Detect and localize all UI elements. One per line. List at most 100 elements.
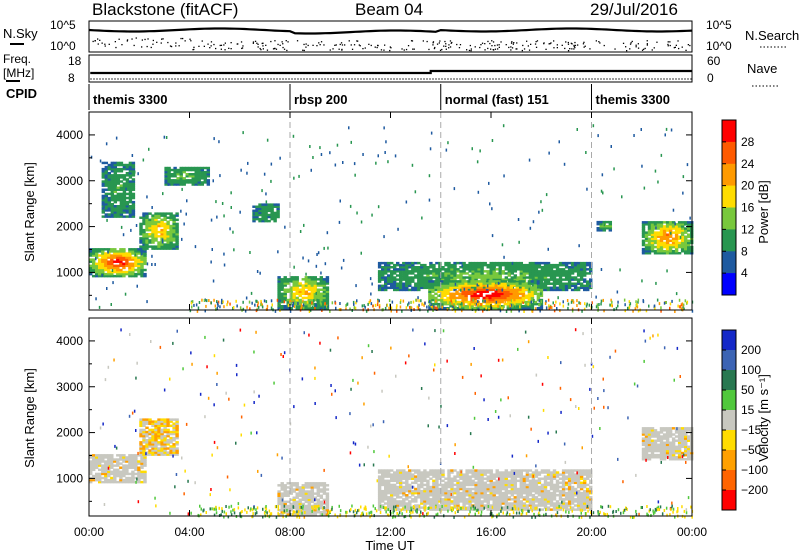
scatter-cell [429, 508, 433, 511]
scatter-cell [507, 272, 512, 275]
noise-cell [270, 162, 273, 166]
scatter-cell [543, 286, 548, 290]
scatter-cell [438, 272, 442, 275]
noise-cell [437, 305, 440, 309]
scatter-cell [453, 479, 457, 483]
power-ylabel: Slant Range [km] [22, 162, 37, 262]
scatter-cell [298, 511, 302, 514]
scatter-cell [137, 250, 141, 253]
noise-cell [476, 283, 478, 287]
scatter-cell [172, 245, 176, 248]
scatter-cell [377, 471, 382, 474]
scatter-cell [101, 260, 105, 263]
scatter-cell [319, 482, 324, 485]
scatter-cell [423, 473, 427, 476]
scatter-cell [543, 282, 548, 285]
nsearch-point [448, 47, 450, 49]
scatter-cell [110, 178, 115, 181]
scatter-cell [145, 420, 149, 423]
scatter-cell [662, 250, 667, 253]
scatter-cell [163, 228, 167, 232]
scatter-cell [304, 282, 309, 285]
scatter-cell [137, 262, 141, 266]
scatter-cell [462, 477, 466, 480]
scatter-cell [408, 280, 412, 283]
scatter-cell [573, 288, 578, 292]
scatter-cell [113, 196, 118, 200]
noise-cell [415, 298, 417, 302]
scatter-cell [289, 307, 293, 310]
scatter-cell [537, 266, 542, 269]
scatter-cell [185, 175, 189, 178]
noise-cell [522, 301, 524, 304]
scatter-cell [113, 470, 117, 474]
scatter-cell [387, 489, 391, 493]
scatter-cell [139, 241, 143, 244]
scatter-cell [119, 211, 124, 214]
scatter-cell [680, 225, 685, 228]
scatter-cell [687, 247, 691, 251]
scatter-cell [310, 488, 315, 491]
scatter-cell [110, 476, 114, 480]
scatter-cell [402, 270, 406, 273]
noise-cell [364, 305, 366, 309]
scatter-cell [426, 502, 430, 505]
scatter-cell [107, 256, 111, 259]
scatter-cell [182, 181, 186, 184]
scatter-cell [405, 266, 409, 269]
scatter-cell [325, 288, 330, 291]
scatter-cell [113, 167, 118, 171]
scatter-cell [488, 280, 492, 283]
scatter-cell [429, 278, 433, 281]
scatter-cell [467, 284, 471, 287]
scatter-cell [104, 470, 108, 474]
nsearch-point [456, 43, 458, 46]
noise-cell [584, 302, 586, 306]
scatter-cell [381, 500, 385, 503]
scatter-cell [316, 282, 321, 285]
scatter-cell [304, 276, 309, 279]
scatter-cell [113, 468, 117, 472]
freq-label-2: [MHz] [3, 66, 34, 80]
scatter-cell [387, 286, 391, 290]
scatter-cell [674, 247, 679, 251]
scatter-cell [172, 418, 176, 421]
scatter-cell [280, 508, 284, 512]
scatter-cell [428, 288, 432, 291]
scatter-cell [464, 305, 468, 308]
scatter-cell [154, 449, 158, 452]
scatter-cell [270, 211, 274, 215]
scatter-cell [441, 272, 445, 275]
noise-cell [223, 263, 226, 267]
scatter-cell [552, 278, 557, 281]
scatter-cell [119, 466, 123, 469]
scatter-cell [387, 491, 391, 495]
scatter-cell [432, 483, 436, 487]
noise-cell [369, 299, 372, 303]
scatter-cell [420, 481, 424, 485]
noise-cell [538, 299, 541, 303]
scatter-cell [104, 180, 109, 183]
noise-cell [320, 153, 323, 156]
noise-cell [181, 237, 183, 241]
beam-title: Beam 04 [355, 0, 423, 19]
scatter-cell [258, 207, 262, 211]
noise-cell [371, 282, 373, 286]
scatter-cell [453, 475, 457, 478]
scatter-cell [452, 282, 456, 285]
scatter-cell [477, 266, 481, 269]
scatter-cell [459, 477, 463, 480]
scatter-cell [264, 205, 268, 208]
noise-cell [628, 304, 631, 308]
scatter-cell [446, 290, 450, 293]
nsearch-label: N.Search [745, 28, 799, 43]
scatter-cell [567, 276, 572, 279]
noise-cell [326, 231, 329, 235]
scatter-cell [583, 288, 587, 292]
scatter-cell [489, 475, 493, 478]
noise-cell [660, 309, 662, 313]
scatter-cell [98, 274, 102, 278]
scatter-cell [104, 248, 108, 251]
scatter-cell [160, 228, 164, 232]
